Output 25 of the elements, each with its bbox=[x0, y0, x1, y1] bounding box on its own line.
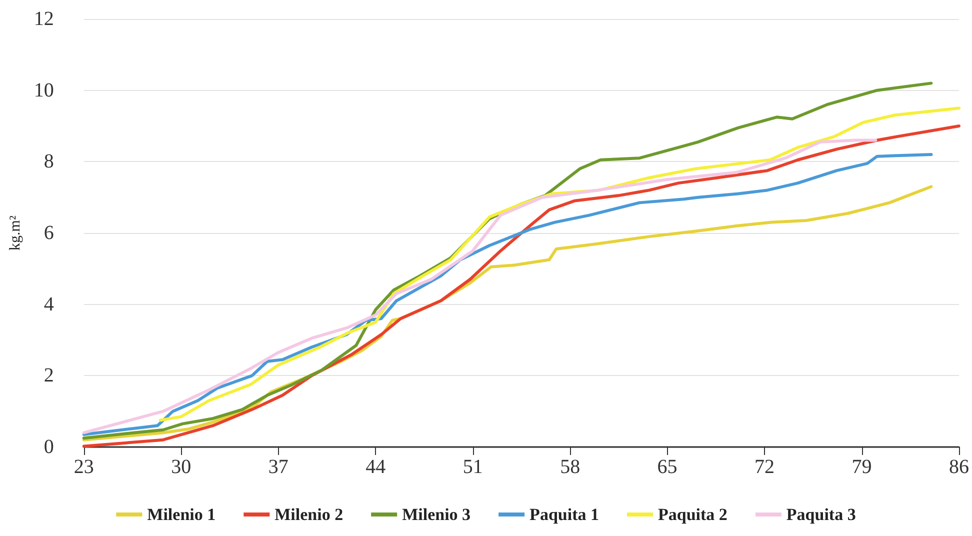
y-tick-label: 4 bbox=[44, 293, 54, 316]
legend-label: Milenio 3 bbox=[402, 505, 471, 524]
x-tick-label: 72 bbox=[754, 456, 775, 478]
y-tick-label: 8 bbox=[44, 150, 54, 173]
y-tick-label: 2 bbox=[44, 364, 54, 387]
x-tick-label: 23 bbox=[74, 456, 94, 478]
x-tick-label: 79 bbox=[852, 456, 872, 478]
y-tick-label: 6 bbox=[44, 222, 54, 244]
y-tick-label: 0 bbox=[44, 436, 54, 458]
x-tick-label: 30 bbox=[171, 456, 192, 478]
x-tick-label: 37 bbox=[268, 456, 288, 478]
x-tick-label: 65 bbox=[657, 456, 678, 478]
x-tick-label: 58 bbox=[560, 456, 580, 478]
legend-label: Milenio 1 bbox=[147, 505, 216, 524]
legend-label: Paquita 1 bbox=[530, 505, 599, 524]
legend-label: Milenio 2 bbox=[274, 505, 344, 524]
y-tick-label: 12 bbox=[34, 8, 54, 30]
line-series bbox=[158, 106, 960, 422]
x-tick-label: 86 bbox=[949, 456, 969, 478]
y-tick-label: 10 bbox=[34, 79, 54, 102]
legend-label: Paquita 2 bbox=[658, 505, 728, 524]
x-tick-label: 51 bbox=[462, 456, 483, 478]
x-tick-label: 44 bbox=[366, 456, 386, 478]
legend-label: Paquita 3 bbox=[786, 505, 856, 524]
y-axis-title: kg.m² bbox=[8, 215, 24, 250]
